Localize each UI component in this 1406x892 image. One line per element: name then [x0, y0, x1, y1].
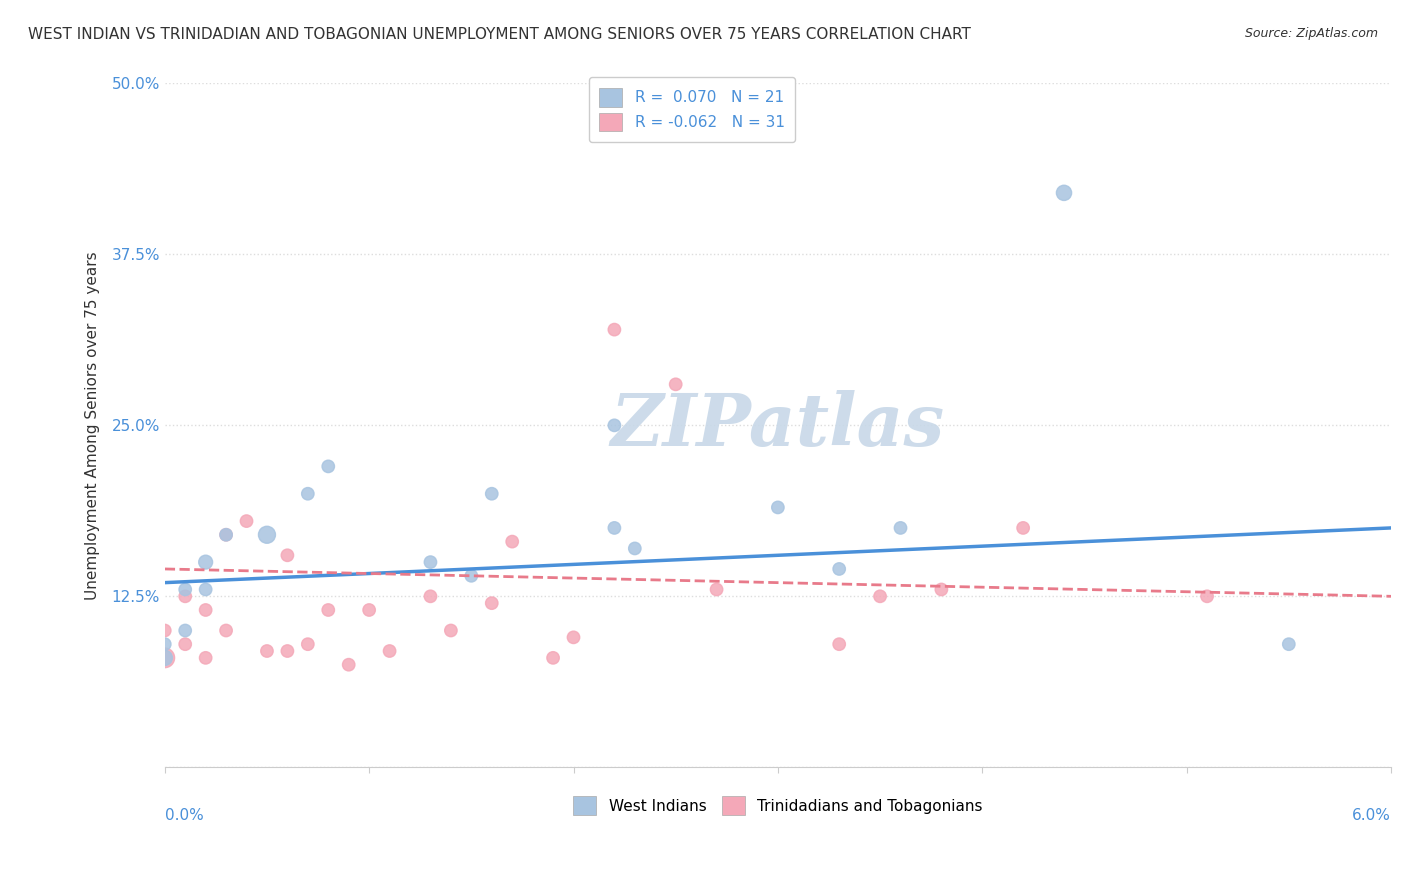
Point: [194, 555, 217, 569]
Point: [1012, 521, 1035, 535]
Point: [297, 487, 319, 501]
Point: [153, 624, 176, 638]
Point: [276, 549, 298, 563]
Point: [1278, 637, 1301, 651]
Point: [215, 624, 238, 638]
Point: [828, 562, 851, 576]
Point: [194, 603, 217, 617]
Point: [501, 534, 523, 549]
Point: [1053, 186, 1076, 200]
Point: [828, 637, 851, 651]
Point: [153, 651, 176, 665]
Point: [706, 582, 728, 597]
Point: [174, 590, 197, 604]
Text: Source: ZipAtlas.com: Source: ZipAtlas.com: [1244, 27, 1378, 40]
Point: [419, 590, 441, 604]
Point: [378, 644, 401, 658]
Point: [316, 603, 339, 617]
Point: [316, 459, 339, 474]
Point: [419, 555, 441, 569]
Point: [1197, 590, 1219, 604]
Point: [889, 521, 911, 535]
Point: [276, 644, 298, 658]
Point: [235, 514, 257, 528]
Point: [541, 651, 564, 665]
Point: [440, 624, 463, 638]
Point: [562, 631, 585, 645]
Point: [665, 377, 688, 392]
Point: [174, 582, 197, 597]
Point: [603, 521, 626, 535]
Point: [256, 644, 278, 658]
Point: [153, 637, 176, 651]
Y-axis label: Unemployment Among Seniors over 75 years: Unemployment Among Seniors over 75 years: [86, 251, 100, 599]
Text: ZIPatlas: ZIPatlas: [610, 390, 945, 461]
Legend: West Indians, Trinidadians and Tobagonians: West Indians, Trinidadians and Tobagonia…: [568, 790, 988, 822]
Point: [481, 596, 503, 610]
Point: [153, 651, 176, 665]
Text: 0.0%: 0.0%: [165, 808, 204, 823]
Point: [194, 651, 217, 665]
Text: 6.0%: 6.0%: [1353, 808, 1391, 823]
Point: [174, 637, 197, 651]
Point: [603, 418, 626, 433]
Point: [297, 637, 319, 651]
Point: [215, 528, 238, 542]
Point: [256, 528, 278, 542]
Point: [359, 603, 381, 617]
Text: WEST INDIAN VS TRINIDADIAN AND TOBAGONIAN UNEMPLOYMENT AMONG SENIORS OVER 75 YEA: WEST INDIAN VS TRINIDADIAN AND TOBAGONIA…: [28, 27, 972, 42]
Point: [603, 323, 626, 337]
Point: [869, 590, 891, 604]
Point: [337, 657, 360, 672]
Point: [624, 541, 647, 556]
Point: [194, 582, 217, 597]
Point: [460, 569, 482, 583]
Point: [481, 487, 503, 501]
Point: [931, 582, 953, 597]
Point: [215, 528, 238, 542]
Point: [766, 500, 789, 515]
Point: [174, 624, 197, 638]
